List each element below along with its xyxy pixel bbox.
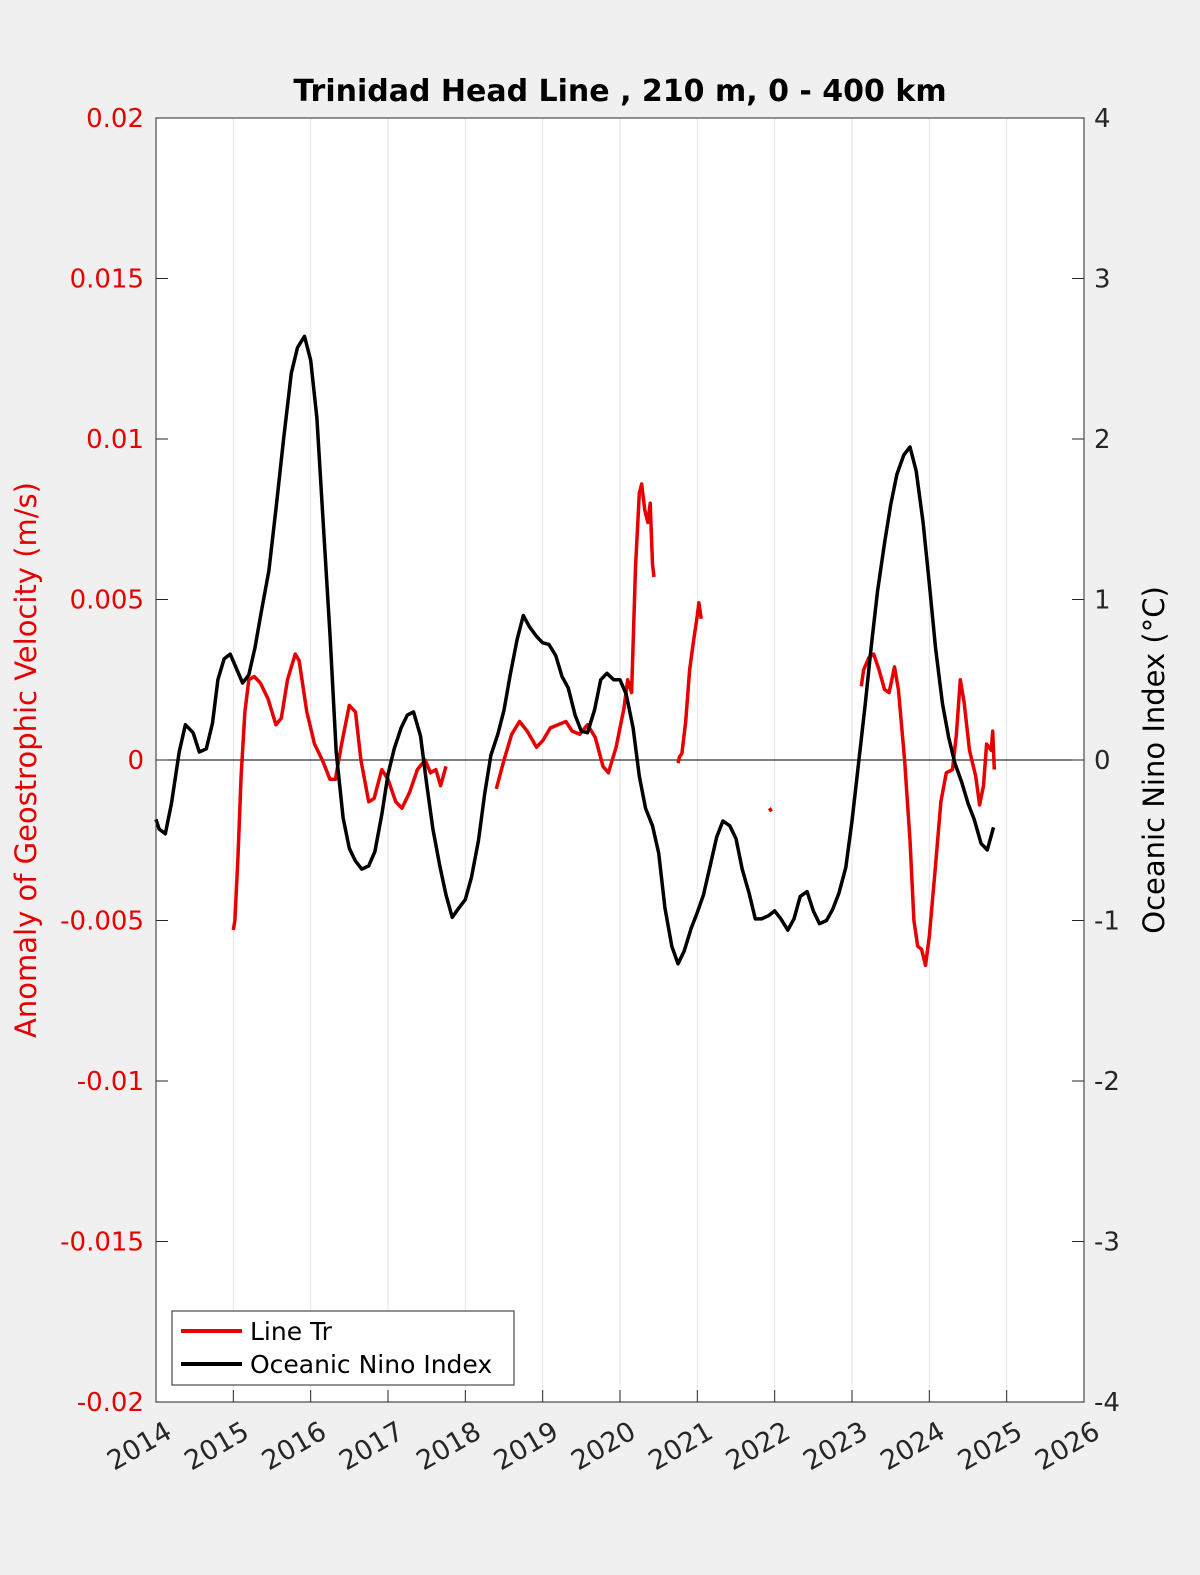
- y-right-tick-label: -1: [1094, 907, 1120, 937]
- y-left-tick-label: -0.01: [77, 1067, 144, 1097]
- y-left-tick-label: 0: [127, 746, 144, 776]
- y-left-tick-label: 0.02: [86, 104, 144, 134]
- y-right-tick-label: -4: [1094, 1388, 1120, 1418]
- series-line-tr-segment-0: [231, 652, 448, 931]
- legend-label-oni: Oceanic Nino Index: [250, 1350, 492, 1379]
- y-left-tick-label: -0.005: [60, 907, 144, 937]
- y-right-tick-label: -3: [1094, 1228, 1120, 1258]
- y-left-tick-label: -0.02: [77, 1388, 144, 1418]
- legend-label-line-tr: Line Tr: [250, 1317, 333, 1346]
- series-line-tr-segment-3: [767, 807, 774, 813]
- y-right-tick-label: 3: [1094, 265, 1111, 295]
- y-right-tick-label: 2: [1094, 425, 1111, 455]
- y-left-axis-ticks: -0.02 -0.015 -0.01 -0.005 0 0.005 0.01 0.015 0.0…: [60, 104, 168, 1418]
- y-right-tick-label: 0: [1094, 746, 1111, 776]
- y-right-tick-label: 4: [1094, 104, 1111, 134]
- y-left-tick-label: 0.015: [70, 265, 144, 295]
- y-right-axis-ticks: -4 -3 -2 -1 0 1 2 3 4: [1072, 104, 1120, 1418]
- series-line-tr-segment-1: [494, 482, 656, 790]
- y-left-tick-label: 0.01: [86, 425, 144, 455]
- y-left-tick-label: -0.015: [60, 1228, 144, 1258]
- y-right-tick-label: -2: [1094, 1067, 1120, 1097]
- series-line-tr-segment-4: [859, 652, 997, 968]
- legend: Line Tr Oceanic Nino Index: [171, 1310, 515, 1386]
- series-line-tr-segment-2: [676, 600, 703, 764]
- series-layer: [154, 334, 997, 968]
- series-oceanic-nino-index-segment-0: [154, 334, 996, 966]
- y-left-axis-label: Anomaly of Geostrophic Velocity (m/s): [9, 482, 43, 1038]
- y-left-tick-label: 0.005: [70, 586, 144, 616]
- y-right-tick-label: 1: [1094, 586, 1111, 616]
- y-right-axis-label: Oceanic Nino Index (°C): [1137, 586, 1171, 934]
- legend-box: [171, 1310, 515, 1386]
- chart-title: Trinidad Head Line , 210 m, 0 - 400 km: [293, 74, 946, 109]
